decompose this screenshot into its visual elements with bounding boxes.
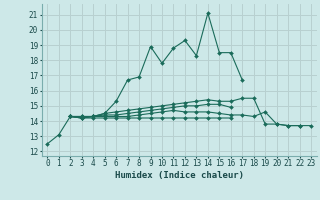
X-axis label: Humidex (Indice chaleur): Humidex (Indice chaleur)	[115, 171, 244, 180]
